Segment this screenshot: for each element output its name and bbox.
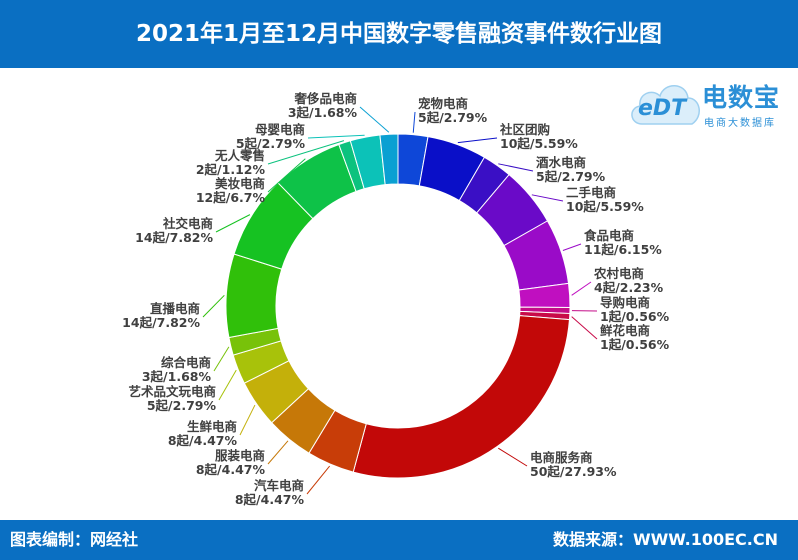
leader-line-母婴电商 bbox=[307, 134, 365, 139]
slice-label: 汽车电商 bbox=[254, 478, 304, 493]
leader-line-农村电商 bbox=[571, 281, 592, 296]
leader-line-汽车电商 bbox=[306, 465, 331, 495]
slice-labels: 宠物电商5起/2.79%社区团购10起/5.59%酒水电商5起/2.79%二手电… bbox=[122, 91, 669, 507]
slice-value-label: 5起/2.79% bbox=[236, 136, 306, 151]
slice-value-label: 8起/4.47% bbox=[168, 433, 238, 448]
slice-value-label: 1起/0.56% bbox=[600, 337, 670, 352]
slice-value-label: 3起/1.68% bbox=[288, 105, 358, 120]
slice-label: 农村电商 bbox=[593, 266, 644, 281]
slice-label: 直播电商 bbox=[150, 301, 200, 316]
logo-mark: eDT bbox=[638, 96, 687, 121]
leader-line-无人零售 bbox=[267, 140, 345, 165]
slice-label: 社交电商 bbox=[162, 216, 213, 231]
footer-bar: 图表编制：网经社 数据来源：WWW.100EC.CN bbox=[0, 520, 798, 560]
cloud-icon bbox=[631, 85, 700, 125]
chart-title: 2021年1月至12月中国数字零售融资事件数行业图 bbox=[135, 21, 663, 47]
footer-credit: 图表编制：网经社 bbox=[10, 530, 139, 549]
slice-value-label: 1起/0.56% bbox=[600, 309, 670, 324]
leader-line-宠物电商 bbox=[412, 111, 416, 133]
slice-label: 宠物电商 bbox=[418, 96, 468, 111]
slice-label: 导购电商 bbox=[600, 295, 650, 310]
slice-label: 食品电商 bbox=[583, 228, 634, 243]
donut-slices bbox=[225, 133, 571, 479]
leader-line-生鲜电商 bbox=[239, 404, 256, 436]
leader-line-社交电商 bbox=[215, 214, 251, 233]
slice-label: 鲜花电商 bbox=[600, 323, 650, 338]
slice-value-label: 5起/2.79% bbox=[418, 110, 488, 125]
slice-value-label: 12起/6.7% bbox=[196, 190, 266, 205]
slice-value-label: 11起/6.15% bbox=[584, 242, 662, 257]
slice-label: 生鲜电商 bbox=[187, 419, 237, 434]
logo-subtitle: 电商大数据库 bbox=[704, 118, 776, 129]
logo-brand: 电数宝 bbox=[702, 83, 781, 112]
slice-label: 社区团购 bbox=[499, 122, 550, 137]
slice-label: 二手电商 bbox=[566, 185, 616, 200]
leader-line-电商服务商 bbox=[498, 447, 528, 467]
leader-line-二手电商 bbox=[531, 194, 564, 202]
slice-value-label: 5起/2.79% bbox=[536, 169, 606, 184]
slice-label: 酒水电商 bbox=[536, 155, 586, 170]
slice-value-label: 10起/5.59% bbox=[566, 199, 644, 214]
slice-label: 美妆电商 bbox=[215, 176, 265, 191]
label-leader-lines bbox=[202, 106, 598, 495]
footer-source: 数据来源：WWW.100EC.CN bbox=[552, 530, 778, 549]
title-bar: 2021年1月至12月中国数字零售融资事件数行业图 bbox=[0, 0, 798, 68]
slice-value-label: 3起/1.68% bbox=[142, 369, 212, 384]
slice-value-label: 8起/4.47% bbox=[196, 462, 266, 477]
leader-line-社区团购 bbox=[457, 137, 498, 144]
slice-label: 无人零售 bbox=[214, 148, 265, 163]
leader-line-食品电商 bbox=[562, 243, 582, 251]
leader-line-服装电商 bbox=[267, 440, 289, 465]
slice-value-label: 4起/2.23% bbox=[594, 280, 664, 295]
slice-value-label: 14起/7.82% bbox=[122, 315, 200, 330]
leader-line-美妆电商 bbox=[267, 158, 306, 193]
slice-value-label: 10起/5.59% bbox=[500, 136, 578, 151]
slice-value-label: 8起/4.47% bbox=[235, 492, 305, 507]
leader-line-艺术品文玩电商 bbox=[218, 369, 237, 401]
slice-label: 母婴电商 bbox=[255, 122, 305, 137]
slice-value-label: 14起/7.82% bbox=[135, 230, 213, 245]
slice-value-label: 2起/1.12% bbox=[196, 162, 266, 177]
slice-label: 综合电商 bbox=[161, 355, 211, 370]
slice-value-label: 5起/2.79% bbox=[147, 398, 217, 413]
brand-logo: eDT 电数宝 电商大数据库 bbox=[628, 72, 793, 134]
leader-line-直播电商 bbox=[202, 294, 225, 318]
leader-line-奢侈品电商 bbox=[359, 106, 390, 133]
slice-label: 电商服务商 bbox=[530, 450, 593, 465]
leader-line-鲜花电商 bbox=[571, 316, 598, 340]
slice-value-label: 50起/27.93% bbox=[530, 464, 617, 479]
slice-label: 艺术品文玩电商 bbox=[128, 384, 216, 399]
leader-line-酒水电商 bbox=[498, 163, 534, 172]
slice-奢侈品电商 bbox=[379, 133, 399, 186]
slice-label: 服装电商 bbox=[215, 448, 265, 463]
slice-label: 奢侈品电商 bbox=[293, 91, 357, 106]
leader-line-综合电商 bbox=[213, 346, 230, 372]
